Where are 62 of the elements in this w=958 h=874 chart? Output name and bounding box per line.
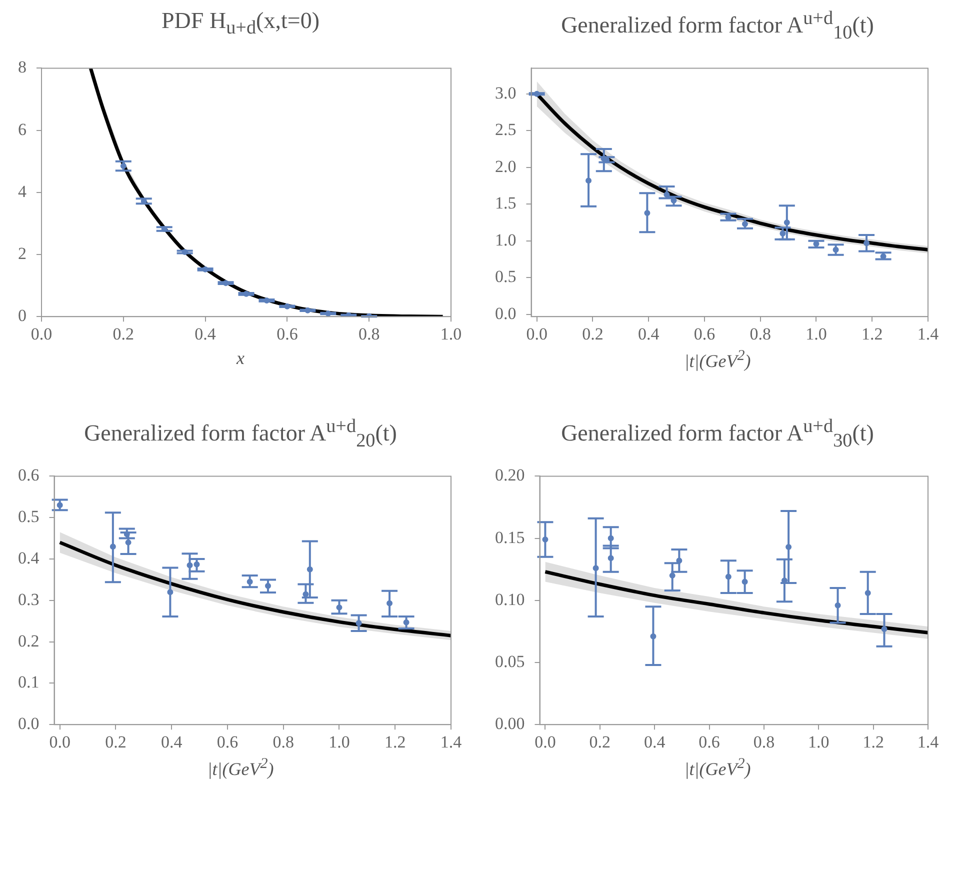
x-tick-label: 0.4 <box>160 732 183 752</box>
x-tick-label: 0.2 <box>589 732 611 752</box>
y-tick-label: 1.5 <box>495 194 516 213</box>
y-tick-label: 2 <box>18 244 26 263</box>
y-tick-label: 4 <box>18 182 27 201</box>
y-tick-label: 0.05 <box>495 652 525 671</box>
y-tick-label: 0.10 <box>495 590 525 609</box>
y-tick-label: 0.15 <box>495 528 525 547</box>
y-tick-label: 0.20 <box>495 466 525 485</box>
y-tick-label: 2.5 <box>495 120 516 140</box>
x-tick-label: 0.4 <box>194 324 216 344</box>
y-tick-label: 3.0 <box>495 83 516 102</box>
y-tick-label: 0.5 <box>495 267 516 286</box>
y-tick-label: 0 <box>18 306 26 326</box>
y-tick-label: 6 <box>18 120 26 139</box>
x-tick-label: 0.6 <box>694 324 716 344</box>
y-tick-label: 0.5 <box>18 507 40 526</box>
x-axis-title: |t|(GeV$^{2}$) <box>206 756 275 781</box>
x-tick-label: 1.0 <box>328 732 350 752</box>
x-tick-label: 1.0 <box>806 324 827 344</box>
y-tick-label: 2.0 <box>495 156 516 176</box>
x-tick-label: 1.4 <box>917 732 940 752</box>
x-tick-label: 1.0 <box>440 324 462 344</box>
y-tick-label: 0.3 <box>18 590 40 609</box>
x-tick-label: 1.2 <box>384 732 406 752</box>
x-tick-label: 0.6 <box>276 324 298 344</box>
y-tick-label: 0.6 <box>18 466 40 485</box>
x-tick-label: 0.0 <box>30 324 52 344</box>
y-tick-label: 0.0 <box>495 304 516 323</box>
x-tick-label: 0.6 <box>216 732 238 752</box>
y-tick-label: 0.1 <box>18 672 40 692</box>
x-tick-label: 0.8 <box>272 732 294 752</box>
x-tick-label: 0.0 <box>534 732 556 752</box>
y-tick-label: 0.2 <box>18 631 40 650</box>
x-tick-label: 0.2 <box>112 324 134 344</box>
x-tick-label: 0.8 <box>358 324 380 344</box>
chart-title: Generalized form factor A$^{u+d}$$_{30}$(t) <box>560 416 875 454</box>
x-axis-title: |t|(GeV$^{2}$) <box>683 348 752 373</box>
x-tick-label: 0.6 <box>698 732 720 752</box>
y-tick-label: 0.4 <box>18 548 40 568</box>
x-tick-label: 1.4 <box>917 324 940 344</box>
x-tick-label: 1.2 <box>861 324 883 344</box>
x-tick-label: 1.4 <box>440 732 462 752</box>
x-tick-label: 0.8 <box>753 732 775 752</box>
y-tick-label: 8 <box>18 58 26 77</box>
x-tick-label: 0.4 <box>638 324 660 344</box>
chart-title: Generalized form factor A$^{u+d}$$_{20}$(t) <box>83 416 398 454</box>
x-axis-title: x <box>235 348 246 370</box>
chart-title: Generalized form factor A$^{u+d}$$_{10}$(t) <box>560 8 875 46</box>
chart-title: PDF H$_{u+d}$(x,t=0) <box>160 8 320 41</box>
x-tick-label: 0.0 <box>526 324 548 344</box>
x-tick-label: 0.0 <box>49 732 70 752</box>
y-tick-label: 0.0 <box>18 714 40 734</box>
y-tick-label: 1.0 <box>495 230 516 250</box>
x-tick-label: 1.0 <box>808 732 830 752</box>
x-tick-label: 1.2 <box>862 732 884 752</box>
x-tick-label: 0.4 <box>644 732 666 752</box>
y-tick-label: 0.00 <box>495 714 525 734</box>
x-tick-label: 0.2 <box>105 732 126 752</box>
x-tick-label: 0.8 <box>750 324 771 344</box>
x-tick-label: 0.2 <box>582 324 604 344</box>
x-axis-title: |t|(GeV$^{2}$) <box>683 756 752 781</box>
